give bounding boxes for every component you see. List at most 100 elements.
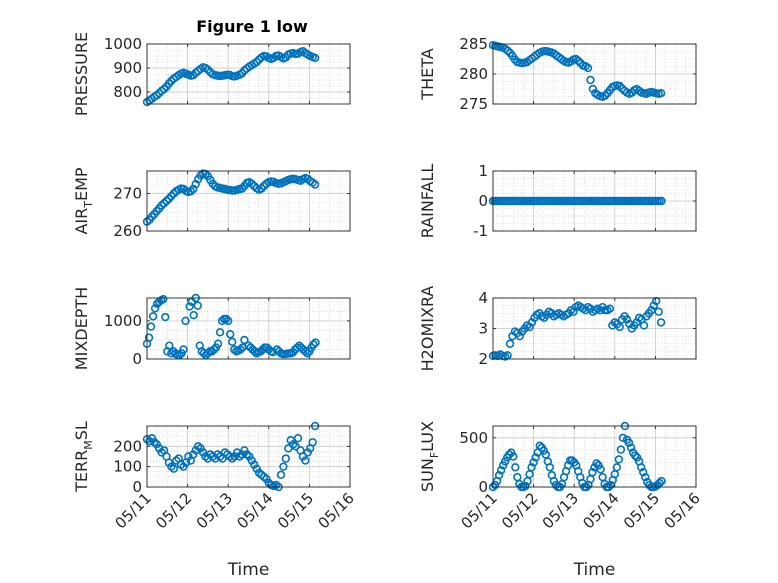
- subplot-6: 2 3 4 H2OMIXRA: [418, 286, 697, 372]
- data-point: [159, 84, 169, 94]
- y-tick-label: 1000: [104, 312, 142, 330]
- data-point: [592, 459, 601, 468]
- data-point: [293, 434, 303, 443]
- data-point: [236, 345, 245, 354]
- y-tick-label: 4: [478, 289, 488, 307]
- data-point: [203, 349, 213, 358]
- y-axis-label-main: SUN: [418, 458, 437, 492]
- y-tick-label: 200: [113, 437, 142, 455]
- data-series: [488, 421, 666, 492]
- y-tick-label: 800: [113, 83, 142, 101]
- y-tick-label: 3: [478, 320, 488, 338]
- data-point: [301, 347, 310, 356]
- y-axis-label-main: TERR: [72, 450, 91, 493]
- data-point: [179, 345, 188, 354]
- data-point: [545, 463, 555, 472]
- tick-marks: [492, 297, 697, 360]
- data-point: [605, 304, 615, 313]
- data-point: [240, 335, 249, 345]
- data-point: [615, 81, 624, 91]
- data-point: [185, 302, 194, 311]
- data-series: [488, 196, 666, 206]
- y-axis-label: THETA: [418, 48, 437, 100]
- minor-grid: [493, 426, 696, 488]
- y-axis-label-rest: EMP: [72, 167, 91, 201]
- data-point: [529, 458, 538, 467]
- axes-box: [146, 297, 351, 360]
- y-tick-label: 0: [132, 350, 142, 368]
- data-point: [588, 468, 597, 477]
- data-point: [574, 56, 583, 65]
- subplot-7: 0100200TERRMSL05/1105/1205/1305/1405/150…: [72, 421, 358, 580]
- y-tick-label: -1: [473, 222, 488, 240]
- data-point: [189, 310, 198, 320]
- tick-marks: [492, 426, 697, 488]
- data-point: [527, 463, 536, 472]
- data-point: [505, 450, 514, 459]
- y-axis-label: AIRTEMP: [72, 167, 95, 234]
- data-point: [606, 480, 615, 490]
- data-point: [167, 76, 176, 86]
- y-axis-label: PRESSURE: [72, 32, 91, 116]
- y-tick-label: 0: [132, 478, 142, 496]
- data-point: [161, 312, 170, 322]
- data-point: [567, 456, 577, 465]
- data-point: [626, 443, 636, 452]
- data-point: [639, 321, 649, 330]
- data-point: [624, 438, 634, 447]
- data-point: [226, 330, 235, 339]
- data-point: [276, 470, 286, 479]
- data-series: [142, 169, 320, 226]
- x-axis-label: Time: [227, 560, 270, 580]
- y-axis-label: SUNFLUX: [418, 421, 441, 492]
- data-point: [303, 349, 312, 358]
- data-point: [213, 339, 223, 348]
- data-point: [301, 456, 310, 465]
- data-point: [617, 84, 627, 93]
- y-tick-label: 270: [113, 185, 142, 203]
- data-point: [224, 316, 233, 326]
- y-axis-label-main: RAINFALL: [418, 164, 437, 239]
- data-point: [509, 452, 518, 461]
- y-tick-label: 0: [478, 192, 488, 210]
- data-point: [655, 478, 664, 488]
- data-point: [496, 466, 506, 475]
- data-point: [494, 470, 504, 480]
- y-axis-label-main: PRESSURE: [72, 32, 91, 116]
- y-axis-label-main: MIXDEPTH: [72, 287, 91, 370]
- y-axis-label: TERRMSL: [72, 421, 95, 493]
- data-point: [639, 468, 648, 477]
- data-point: [193, 301, 202, 310]
- y-tick-label: 285: [459, 35, 488, 53]
- tick-marks: [146, 171, 351, 232]
- data-point: [221, 314, 231, 324]
- data-point: [150, 304, 160, 313]
- axes-box: [492, 425, 697, 488]
- tick-marks: [146, 298, 351, 360]
- data-point: [165, 341, 174, 350]
- y-axis-label: H2OMIXRA: [418, 286, 437, 372]
- data-point: [614, 455, 624, 464]
- data-point: [154, 88, 164, 98]
- y-tick-label: 260: [113, 222, 142, 240]
- data-point: [169, 464, 179, 473]
- minor-grid: [147, 425, 350, 488]
- data-point: [309, 340, 318, 349]
- figure-title: Figure 1 low: [196, 17, 308, 36]
- y-tick-label: 100: [113, 458, 142, 476]
- data-point: [247, 179, 256, 188]
- data-point: [159, 294, 168, 304]
- data-point: [535, 441, 544, 450]
- data-point: [252, 57, 261, 67]
- data-point: [162, 196, 171, 206]
- data-point: [586, 75, 595, 85]
- axes-box: [146, 425, 351, 488]
- data-point: [612, 463, 622, 472]
- data-point: [146, 322, 156, 331]
- data-point: [618, 433, 628, 443]
- data-point: [189, 70, 198, 80]
- data-point: [505, 339, 515, 348]
- data-point: [310, 180, 320, 189]
- data-point: [284, 444, 293, 453]
- data-series: [142, 293, 320, 360]
